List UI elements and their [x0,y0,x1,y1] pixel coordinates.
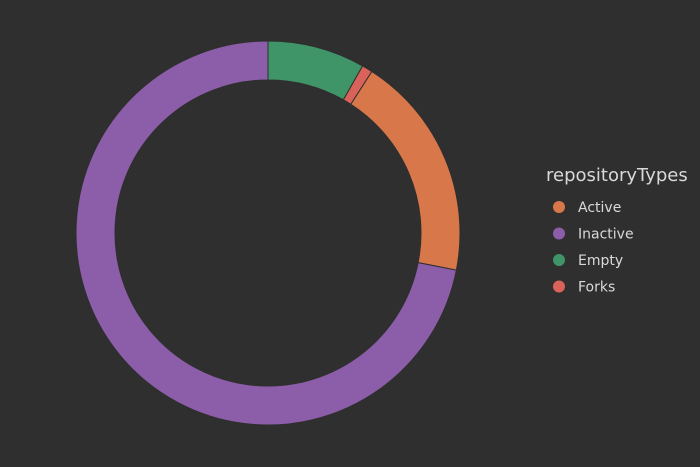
legend-title: repositoryTypes [546,165,688,186]
legend-item-inactive[interactable]: Inactive [553,227,634,243]
slice-inactive[interactable] [75,40,457,426]
legend-swatch-forks [553,280,565,293]
legend-swatch-inactive [553,227,565,240]
legend-item-active[interactable]: Active [553,200,621,216]
legend-label-empty: Empty [578,253,623,269]
donut-slices [75,40,461,426]
legend-label-inactive: Inactive [578,227,634,243]
legend-item-empty[interactable]: Empty [553,253,623,269]
legend-swatch-empty [553,254,565,266]
legend-items: Active Inactive Empty Forks [553,200,634,296]
legend: repositoryTypes Active Inactive Empty Forks [546,165,688,296]
legend-item-forks[interactable]: Forks [553,280,615,296]
legend-label-active: Active [578,200,621,216]
legend-label-forks: Forks [578,280,615,296]
legend-swatch-active [553,201,565,213]
